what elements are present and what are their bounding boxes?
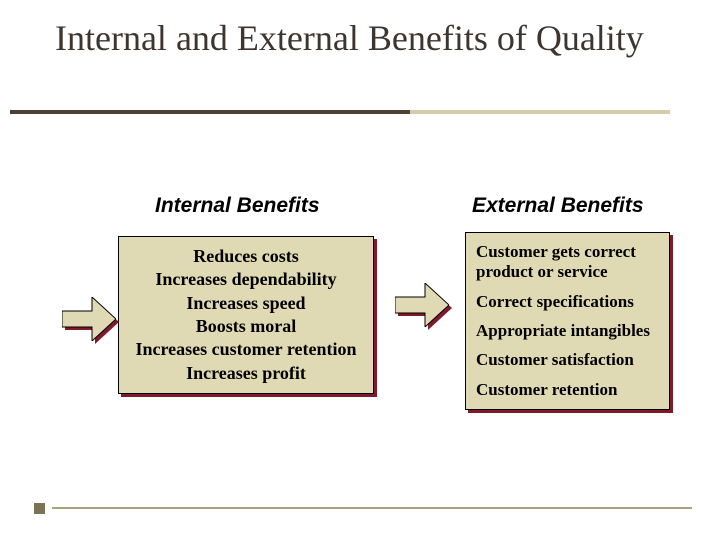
page-title: Internal and External Benefits of Qualit… — [55, 18, 655, 59]
external-benefits-box: Customer gets correct product or service… — [465, 232, 673, 413]
list-item: Customer retention — [476, 380, 659, 400]
arrow-right-icon — [62, 297, 116, 341]
footer-divider — [52, 507, 692, 509]
list-item: Correct specifications — [476, 292, 659, 312]
internal-benefits-content: Reduces costs Increases dependability In… — [118, 236, 374, 394]
title-underline-dark — [10, 110, 410, 114]
slide: Internal and External Benefits of Qualit… — [0, 0, 720, 540]
footer-bullet-icon — [34, 503, 45, 514]
external-heading: External Benefits — [472, 194, 644, 218]
list-item: Reduces costs — [119, 245, 373, 268]
list-item: Appropriate intangibles — [476, 321, 659, 341]
list-item: Customer satisfaction — [476, 350, 659, 370]
list-item: Increases speed — [119, 292, 373, 315]
external-benefits-content: Customer gets correct product or service… — [465, 232, 670, 410]
list-item: Increases customer retention — [119, 338, 373, 361]
list-item: Boosts moral — [119, 315, 373, 338]
internal-heading: Internal Benefits — [155, 194, 320, 218]
list-item: Increases dependability — [119, 268, 373, 291]
arrow-right-icon — [395, 283, 449, 327]
list-item: Customer gets correct product or service — [476, 242, 659, 283]
list-item: Increases profit — [119, 362, 373, 385]
title-underline-light — [410, 110, 670, 114]
internal-benefits-box: Reduces costs Increases dependability In… — [118, 236, 377, 397]
